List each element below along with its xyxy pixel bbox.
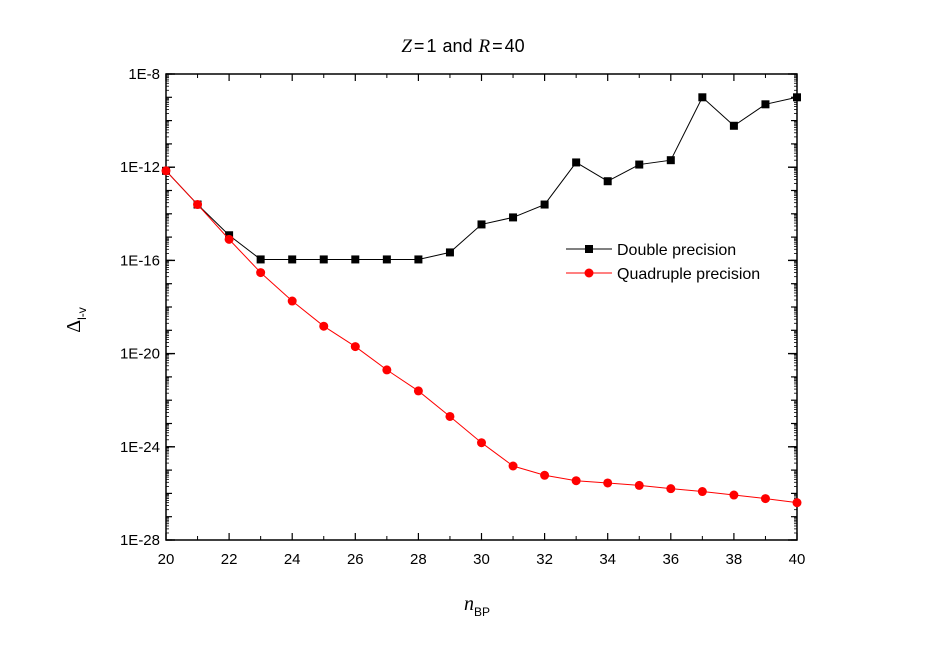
x-tick-label: 24 <box>284 551 301 568</box>
data-point-quadruple <box>193 200 203 210</box>
title-eq-2: = <box>492 36 503 56</box>
data-point-double <box>382 255 391 264</box>
data-point-quadruple <box>603 478 613 488</box>
data-point-quadruple <box>540 470 550 480</box>
data-point-double <box>729 121 738 130</box>
y-axis-label-sub: l-v <box>75 307 89 320</box>
data-point-double <box>793 93 801 102</box>
y-axis-label: Δl-v <box>63 307 89 333</box>
x-tick-label: 32 <box>536 551 553 568</box>
data-point-double <box>319 255 328 264</box>
data-point-quadruple <box>571 476 581 486</box>
data-point-double <box>635 160 644 169</box>
y-tick-label: 1E-20 <box>120 346 160 363</box>
x-tick-label: 22 <box>221 551 238 568</box>
legend: Double precision Quadruple precision <box>566 242 760 283</box>
data-point-double <box>256 255 265 264</box>
data-point-quadruple <box>634 480 644 490</box>
series-line-double <box>165 96 798 260</box>
x-tick-label: 38 <box>726 551 743 568</box>
x-tick-label: 34 <box>599 551 616 568</box>
y-tick-label: 1E-28 <box>120 532 160 549</box>
legend-label-double: Double precision <box>617 242 736 259</box>
y-tick-label: 1E-12 <box>120 159 160 176</box>
plot-frame <box>165 73 798 541</box>
data-point-double <box>288 255 297 264</box>
x-axis-label: nBP <box>464 593 490 619</box>
series-layer <box>161 93 802 508</box>
data-point-double <box>572 158 581 167</box>
y-tick-label: 1E-16 <box>120 252 160 269</box>
data-point-quadruple <box>666 484 676 494</box>
data-point-quadruple <box>697 487 707 497</box>
data-point-quadruple <box>729 490 739 500</box>
x-tick-label: 36 <box>662 551 679 568</box>
x-tick-label: 28 <box>410 551 427 568</box>
y-axis-label-main: Δ <box>63 320 85 333</box>
y-tick-label: 1E-24 <box>120 439 160 456</box>
data-point-double <box>761 100 770 109</box>
data-point-quadruple <box>477 438 486 448</box>
data-point-double <box>351 255 360 264</box>
legend-label-quadruple: Quadruple precision <box>617 266 760 283</box>
legend-item-double: Double precision <box>566 242 736 259</box>
title-joiner: and <box>442 36 472 56</box>
x-tick-label: 20 <box>158 551 175 568</box>
x-axis-ticks: 20 22 24 26 28 30 32 34 36 38 40 <box>158 74 806 568</box>
data-point-double <box>666 156 675 165</box>
legend-item-quadruple: Quadruple precision <box>566 266 760 283</box>
x-tick-label: 26 <box>347 551 364 568</box>
data-point-quadruple <box>760 494 770 504</box>
data-point-quadruple <box>792 498 802 508</box>
data-point-quadruple <box>319 321 329 331</box>
data-point-quadruple <box>287 296 297 306</box>
title-r-var: R <box>478 36 491 57</box>
title-r-val: 40 <box>505 36 525 56</box>
data-point-quadruple <box>413 386 423 396</box>
x-tick-label: 30 <box>473 551 490 568</box>
legend-marker-quadruple <box>584 268 594 278</box>
data-point-quadruple <box>445 411 455 421</box>
title-z-val: 1 <box>426 36 436 56</box>
data-point-double <box>509 213 518 222</box>
data-point-quadruple <box>350 342 360 352</box>
data-point-quadruple <box>382 365 392 375</box>
legend-marker-double <box>585 245 593 253</box>
x-axis-label-main: n <box>464 593 474 615</box>
data-point-double <box>540 200 549 209</box>
data-point-double <box>445 248 454 257</box>
y-tick-label: 1E-8 <box>128 66 160 83</box>
data-point-quadruple <box>161 166 171 176</box>
data-point-quadruple <box>224 234 234 244</box>
title-eq-1: = <box>414 36 425 56</box>
data-point-double <box>603 177 612 186</box>
data-point-double <box>698 93 707 102</box>
data-point-double <box>477 220 486 229</box>
data-point-double <box>414 255 423 264</box>
data-point-quadruple <box>256 268 266 278</box>
x-tick-label: 40 <box>789 551 806 568</box>
title-z-var: Z <box>401 36 412 57</box>
x-axis-label-sub: BP <box>474 605 490 619</box>
data-point-quadruple <box>508 461 518 471</box>
chart-title: Z = 1 and R = 40 <box>401 36 524 57</box>
y-axis-ticks: 1E-8 1E-12 1E-16 1E-20 1E-24 1E-28 <box>120 66 797 549</box>
